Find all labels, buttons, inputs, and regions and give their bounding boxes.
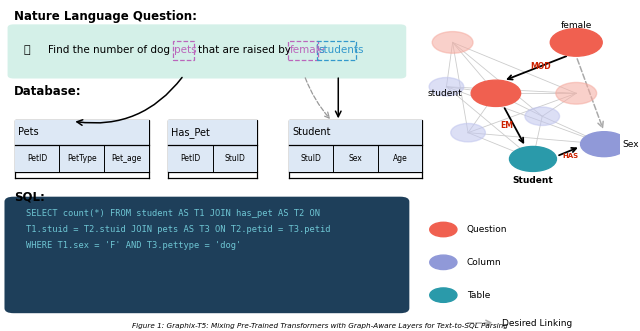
Text: Table: Table: [467, 291, 490, 300]
Text: SELECT count(*) FROM student AS T1 JOIN has_pet AS T2 ON
T1.stuid = T2.stuid JOI: SELECT count(*) FROM student AS T1 JOIN …: [26, 209, 331, 250]
Circle shape: [509, 146, 556, 171]
FancyBboxPatch shape: [15, 119, 148, 145]
Text: student: student: [427, 89, 462, 98]
Circle shape: [429, 255, 457, 269]
Text: Column: Column: [467, 258, 502, 267]
Text: Student: Student: [292, 127, 330, 137]
FancyBboxPatch shape: [168, 119, 257, 145]
Text: Age: Age: [393, 154, 408, 163]
FancyBboxPatch shape: [4, 197, 410, 313]
FancyBboxPatch shape: [168, 119, 257, 172]
Text: Pet_age: Pet_age: [111, 154, 141, 163]
Text: female: female: [561, 21, 592, 29]
FancyBboxPatch shape: [289, 119, 422, 172]
Text: 📎: 📎: [24, 45, 30, 55]
Circle shape: [429, 288, 457, 303]
FancyBboxPatch shape: [15, 145, 148, 172]
FancyBboxPatch shape: [168, 145, 257, 172]
Text: MOD: MOD: [530, 62, 550, 71]
Circle shape: [471, 80, 520, 107]
Text: StuID: StuID: [301, 154, 321, 163]
Circle shape: [429, 222, 457, 237]
FancyBboxPatch shape: [15, 119, 148, 172]
Text: Student: Student: [513, 176, 554, 185]
Text: Sex: Sex: [623, 140, 639, 149]
FancyBboxPatch shape: [8, 24, 406, 78]
Text: pets: pets: [175, 45, 197, 55]
Text: Nature Language Question:: Nature Language Question:: [13, 10, 196, 23]
Text: Pets: Pets: [18, 127, 38, 137]
Text: EM: EM: [500, 121, 513, 130]
Circle shape: [525, 107, 559, 125]
Text: HAS: HAS: [562, 153, 578, 159]
Text: StuID: StuID: [225, 154, 246, 163]
Text: Figure 1: Graphix-T5: Mixing Pre-Trained Transformers with Graph-Aware Layers fo: Figure 1: Graphix-T5: Mixing Pre-Trained…: [132, 323, 508, 329]
Text: PetID: PetID: [180, 154, 201, 163]
Text: Question: Question: [467, 225, 508, 234]
Text: students: students: [319, 45, 364, 55]
Text: Has_Pet: Has_Pet: [172, 127, 211, 138]
FancyBboxPatch shape: [289, 145, 422, 172]
Circle shape: [432, 31, 473, 53]
FancyBboxPatch shape: [289, 119, 422, 145]
Text: Desired Linking: Desired Linking: [502, 318, 572, 328]
Text: that are raised by: that are raised by: [198, 45, 294, 55]
Text: Find the number of dog: Find the number of dog: [48, 45, 173, 55]
Circle shape: [580, 132, 628, 157]
Circle shape: [550, 28, 602, 56]
Text: PetID: PetID: [27, 154, 47, 163]
Circle shape: [556, 82, 596, 104]
Text: SQL:: SQL:: [13, 190, 45, 203]
Text: female: female: [289, 45, 325, 55]
Text: Sex: Sex: [349, 154, 362, 163]
Text: PetType: PetType: [67, 154, 97, 163]
Text: Database:: Database:: [13, 85, 81, 98]
Circle shape: [451, 123, 485, 142]
Circle shape: [429, 77, 464, 96]
